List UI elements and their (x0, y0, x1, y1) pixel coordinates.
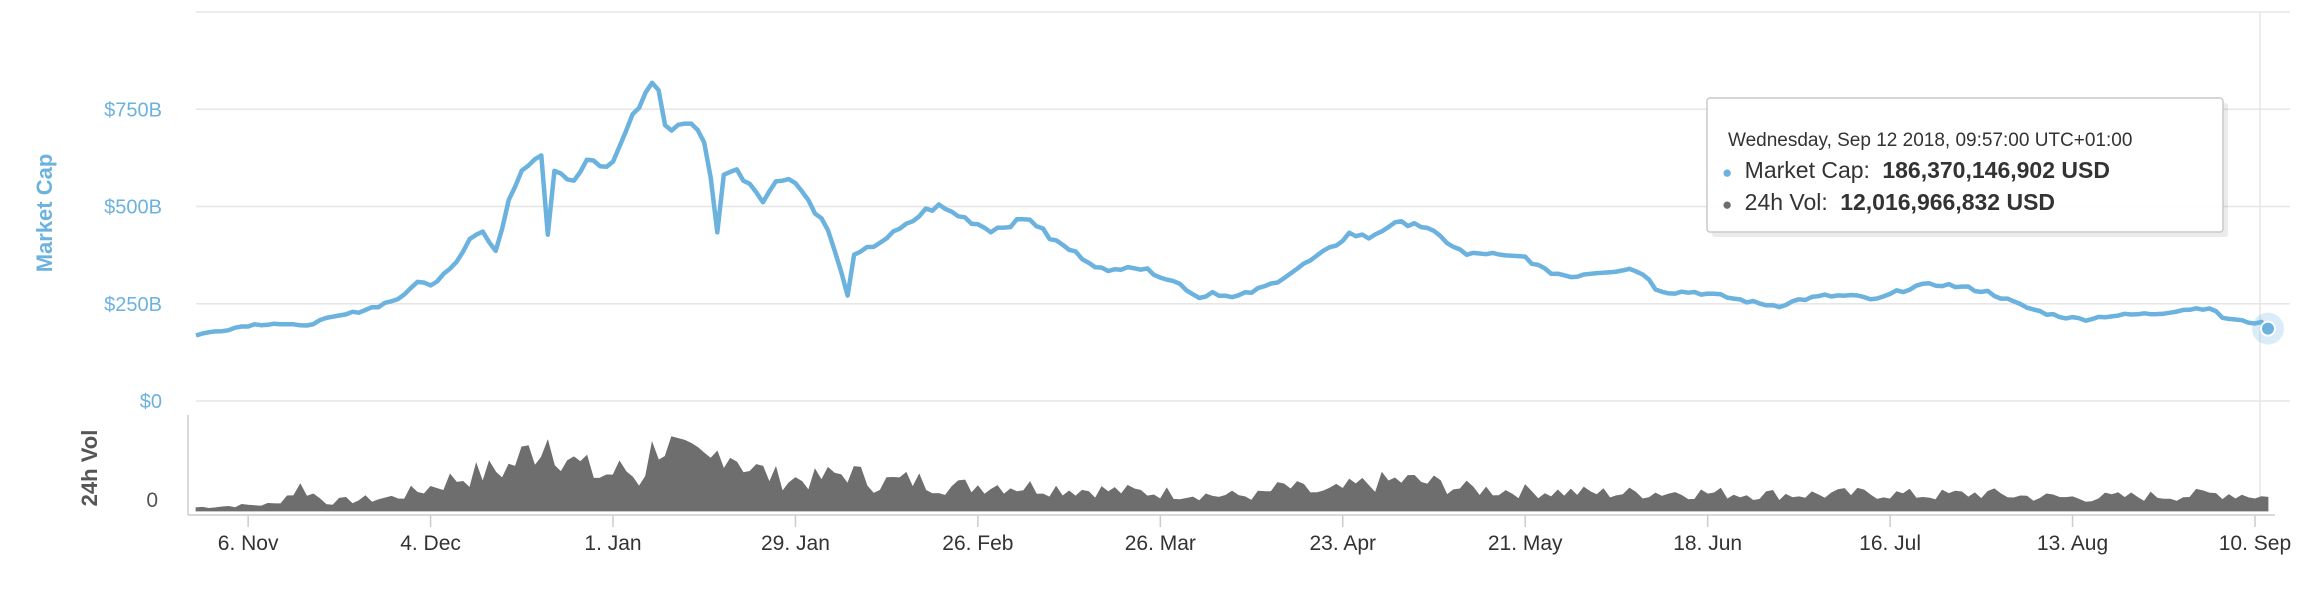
hover-point (2260, 320, 2276, 337)
x-tick-label: 6. Nov (218, 532, 279, 555)
market-cap-series (195, 80, 2270, 338)
x-tick-label: 26. Mar (1125, 532, 1196, 555)
tooltip-date: Wednesday, Sep 12 2018, 09:57:00 UTC+01:… (1728, 130, 2132, 151)
tooltip-volume-value: 12,016,966,832 USD (1840, 189, 2055, 215)
x-axis: 6. Nov 4. Dec 1. Jan 29. Jan 26. Feb 26. Mar 2… (188, 514, 2291, 555)
x-tick-label: 1. Jan (584, 532, 641, 555)
gridlines (187, 11, 2290, 515)
tooltip-volume-label: 24h Vol: (1745, 189, 1828, 215)
tooltip: Wednesday, Sep 12 2018, 09:57:00 UTC+01:… (1706, 97, 2228, 237)
market-cap-tick-label: $250B (104, 294, 162, 316)
market-cap-axis: $0 $250B $500B $750B (104, 99, 162, 413)
market-cap-tick-label: $750B (104, 99, 162, 121)
x-tick-label: 16. Jul (1859, 532, 1921, 555)
tooltip-volume-marker: ● (1722, 195, 1732, 214)
x-tick-label: 21. May (1488, 532, 1563, 555)
market-cap-tick-label: $500B (104, 197, 162, 219)
hover-marker (2252, 312, 2284, 345)
tooltip-volume-row: ● 24h Vol: 12,016,966,832 USD (1722, 189, 2055, 215)
x-tick-label: 13. Aug (2037, 532, 2108, 555)
volume-axis-title: 24h Vol (77, 430, 102, 507)
x-tick-label: 18. Jun (1673, 532, 1742, 555)
market-cap-axis-title: Market Cap (32, 154, 57, 273)
x-tick-label: 10. Sep (2219, 532, 2291, 555)
market-cap-tick-label: $0 (140, 391, 162, 413)
x-tick-label: 23. Apr (1309, 532, 1376, 555)
x-tick-label: 4. Dec (400, 532, 461, 555)
tooltip-box (1706, 97, 2224, 233)
tooltip-market-cap-value: 186,370,146,902 USD (1882, 157, 2110, 183)
volume-axis: 0 (146, 489, 158, 512)
volume-series (195, 436, 2269, 512)
x-tick-label: 26. Feb (942, 532, 1013, 555)
volume-area (195, 436, 2269, 512)
tooltip-market-cap-row: ● Market Cap: 186,370,146,902 USD (1722, 157, 2110, 183)
volume-tick-label: 0 (146, 489, 158, 512)
tooltip-market-cap-label: Market Cap: (1745, 157, 1870, 183)
tooltip-market-cap-marker: ● (1722, 163, 1732, 182)
market-cap-line (195, 80, 2270, 338)
x-tick-label: 29. Jan (761, 532, 830, 555)
